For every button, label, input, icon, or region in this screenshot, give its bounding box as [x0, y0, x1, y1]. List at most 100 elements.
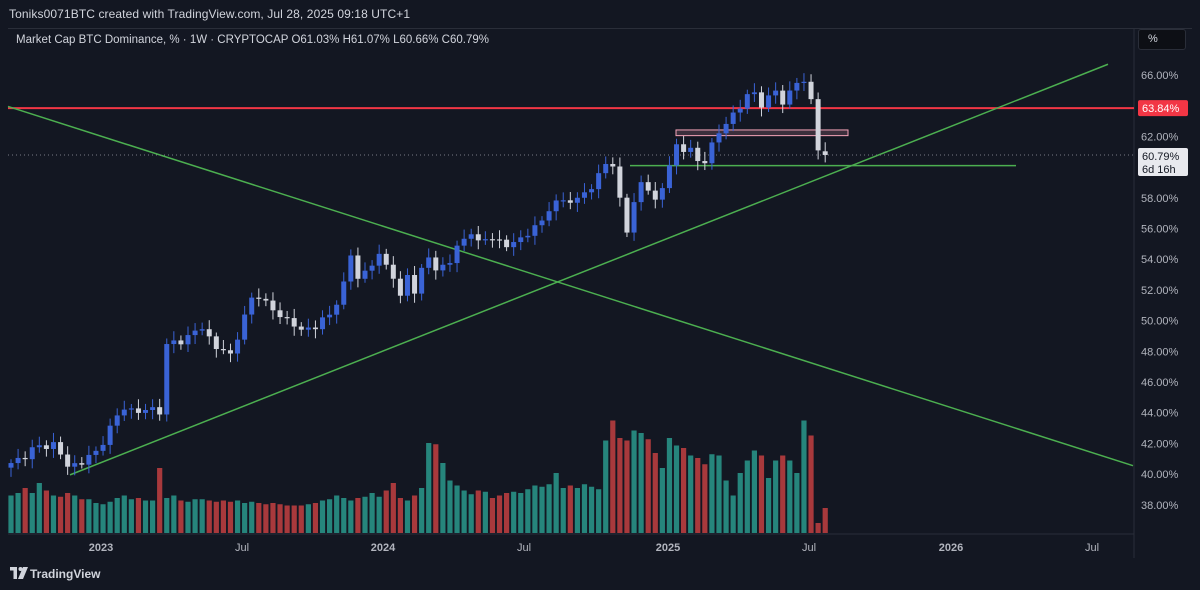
candle-body[interactable]: [128, 408, 134, 410]
candle-body[interactable]: [36, 445, 42, 448]
candle-body[interactable]: [730, 112, 736, 124]
candle-body[interactable]: [433, 257, 439, 271]
candle-body[interactable]: [461, 238, 467, 246]
candle-body[interactable]: [100, 444, 106, 451]
candle-body[interactable]: [114, 415, 120, 426]
candle-body[interactable]: [341, 281, 347, 305]
candle-body[interactable]: [596, 173, 602, 190]
candle-body[interactable]: [178, 340, 184, 345]
rejection-zone[interactable]: [675, 129, 849, 137]
candle-body[interactable]: [86, 454, 92, 465]
candle-body[interactable]: [206, 329, 212, 337]
candle-body[interactable]: [553, 200, 559, 212]
candle-body[interactable]: [504, 239, 510, 248]
candle-body[interactable]: [376, 253, 382, 266]
candle-body[interactable]: [744, 94, 750, 109]
candle-body[interactable]: [355, 255, 361, 279]
candle-body[interactable]: [135, 408, 141, 413]
candle-body[interactable]: [277, 310, 283, 318]
candle-body[interactable]: [213, 336, 219, 350]
candle-body[interactable]: [43, 445, 49, 449]
candle-body[interactable]: [581, 192, 587, 198]
candle-body[interactable]: [709, 142, 715, 164]
candle-body[interactable]: [546, 211, 552, 221]
candle-body[interactable]: [652, 190, 658, 200]
candle-body[interactable]: [822, 151, 828, 155]
candle-body[interactable]: [815, 99, 821, 151]
candle-body[interactable]: [610, 163, 616, 167]
candle-body[interactable]: [171, 340, 177, 345]
candle-body[interactable]: [298, 326, 304, 330]
candle-body[interactable]: [674, 144, 680, 166]
candle-body[interactable]: [659, 188, 665, 200]
candle-body[interactable]: [50, 442, 56, 449]
candle-body[interactable]: [334, 304, 340, 315]
candle-body[interactable]: [475, 234, 481, 241]
candle-body[interactable]: [348, 255, 354, 282]
candle-body[interactable]: [192, 330, 198, 336]
candle-body[interactable]: [235, 339, 241, 354]
candle-body[interactable]: [532, 225, 538, 236]
candle-body[interactable]: [716, 133, 722, 143]
candle-body[interactable]: [79, 463, 85, 465]
candle-body[interactable]: [758, 92, 764, 108]
candle-body[interactable]: [284, 317, 290, 319]
candle-body[interactable]: [518, 237, 524, 243]
candle-body[interactable]: [794, 82, 800, 91]
candle-body[interactable]: [808, 81, 814, 100]
candle-body[interactable]: [227, 350, 233, 354]
candle-body[interactable]: [440, 264, 446, 271]
candle-body[interactable]: [107, 425, 113, 445]
candle-body[interactable]: [511, 242, 517, 248]
candle-body[interactable]: [497, 239, 503, 241]
candle-body[interactable]: [121, 409, 127, 416]
candle-body[interactable]: [362, 270, 368, 279]
candle-body[interactable]: [681, 144, 687, 152]
candle-body[interactable]: [645, 182, 651, 191]
candle-body[interactable]: [419, 267, 425, 294]
candle-body[interactable]: [574, 197, 580, 203]
candle-body[interactable]: [157, 407, 163, 415]
candle-body[interactable]: [312, 327, 318, 330]
candle-body[interactable]: [164, 344, 170, 415]
candle-body[interactable]: [22, 457, 28, 460]
candle-body[interactable]: [291, 318, 297, 327]
candle-body[interactable]: [773, 90, 779, 96]
candle-body[interactable]: [242, 314, 248, 340]
candle-body[interactable]: [15, 457, 21, 464]
candle-body[interactable]: [249, 297, 255, 315]
candle-body[interactable]: [737, 108, 743, 113]
candle-body[interactable]: [150, 407, 156, 410]
candle-body[interactable]: [320, 317, 326, 330]
candle-body[interactable]: [638, 182, 644, 203]
candle-body[interactable]: [426, 257, 432, 268]
candle-body[interactable]: [631, 202, 637, 233]
candle-body[interactable]: [72, 463, 78, 467]
candle-body[interactable]: [383, 253, 389, 265]
candle-body[interactable]: [447, 263, 453, 265]
candle-body[interactable]: [666, 165, 672, 189]
candle-body[interactable]: [787, 90, 793, 105]
candle-body[interactable]: [482, 239, 488, 241]
percent-scale-button[interactable]: %: [1138, 29, 1186, 50]
candle-body[interactable]: [723, 123, 729, 134]
candle-body[interactable]: [468, 234, 474, 239]
candle-body[interactable]: [199, 329, 205, 331]
candle-body[interactable]: [65, 454, 71, 467]
candle-body[interactable]: [751, 92, 757, 95]
candle-body[interactable]: [327, 314, 333, 318]
candle-body[interactable]: [8, 463, 14, 468]
candle-body[interactable]: [220, 349, 226, 351]
candle-body[interactable]: [263, 298, 269, 301]
candle-body[interactable]: [185, 335, 191, 345]
candle-body[interactable]: [567, 200, 573, 203]
candle-body[interactable]: [93, 450, 99, 455]
candle-body[interactable]: [766, 95, 772, 108]
chart-canvas[interactable]: 38.00% 40.00% 42.00% 44.00% 46.00% 48.00% 50.0…: [0, 0, 1200, 559]
candle-body[interactable]: [489, 239, 495, 241]
candle-body[interactable]: [369, 265, 375, 271]
candle-body[interactable]: [525, 235, 531, 238]
candle-body[interactable]: [688, 147, 694, 152]
candle-body[interactable]: [539, 220, 545, 226]
candle-body[interactable]: [390, 264, 396, 279]
